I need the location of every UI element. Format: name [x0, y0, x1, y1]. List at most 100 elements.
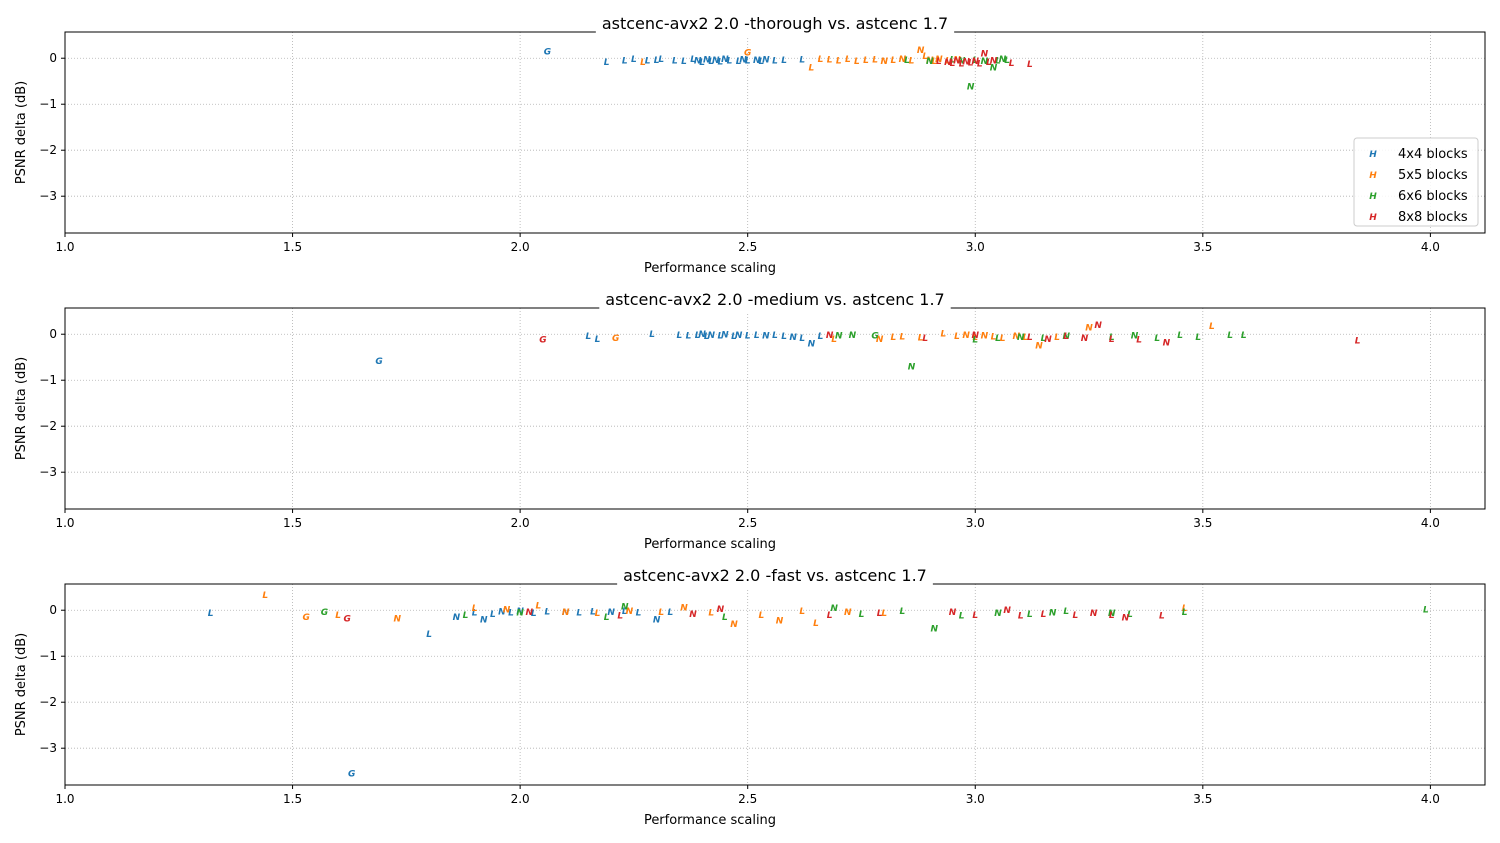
data-point: L — [836, 57, 842, 67]
legend-label: 8x8 blocks — [1398, 210, 1468, 225]
data-point: L — [1159, 612, 1165, 622]
data-point: L — [736, 57, 742, 67]
x-tick-label: 2.0 — [511, 240, 530, 254]
data-point: N — [393, 614, 401, 624]
data-point: L — [658, 608, 664, 618]
data-point: N — [981, 50, 989, 60]
data-point: L — [1423, 605, 1429, 615]
data-point: N — [1090, 609, 1098, 619]
data-point: L — [708, 609, 714, 619]
data-point: G — [321, 608, 328, 618]
data-point: L — [1109, 611, 1115, 621]
data-point: N — [694, 57, 702, 67]
data-point: L — [995, 334, 1001, 344]
data-point: L — [1154, 334, 1160, 344]
data-point: G — [539, 336, 546, 346]
data-point: L — [900, 607, 906, 617]
legend-label: 4x4 blocks — [1398, 147, 1468, 162]
data-point: N — [1035, 342, 1043, 352]
data-point: N — [653, 615, 661, 625]
series-8x8: G N L N L N L NNL L N L — [539, 321, 1360, 348]
series-6x6: N N GNL L N L N L N L L L L L — [835, 331, 1247, 372]
data-point: L — [1027, 610, 1033, 620]
data-point: N — [626, 607, 634, 617]
data-point: L — [681, 57, 687, 67]
data-point: N — [944, 58, 952, 68]
x-tick-label: 3.5 — [1193, 516, 1212, 530]
data-point: L — [959, 60, 965, 70]
data-point: N — [680, 603, 688, 613]
data-point: N — [525, 608, 533, 618]
data-point: N — [607, 608, 615, 618]
y-tick-label: −3 — [39, 465, 57, 479]
data-point: G — [544, 47, 551, 57]
data-point: L — [649, 330, 655, 340]
data-point: L — [1063, 332, 1069, 342]
data-point: L — [799, 607, 805, 617]
data-point: L — [1073, 611, 1079, 621]
data-point: L — [813, 619, 819, 629]
data-point: N — [808, 339, 816, 349]
data-point: N — [999, 55, 1007, 65]
data-point: N — [762, 332, 770, 342]
data-point: L — [1182, 608, 1188, 618]
data-point: L — [809, 63, 815, 73]
legend-marker: H — [1369, 171, 1377, 181]
data-point: L — [622, 607, 628, 617]
data-point: N — [949, 608, 957, 618]
data-point: L — [772, 57, 778, 67]
data-point: N — [981, 57, 989, 67]
data-point: L — [977, 59, 983, 69]
data-point: L — [1227, 331, 1233, 341]
data-point: L — [1109, 333, 1115, 343]
x-tick-label: 2.5 — [738, 516, 757, 530]
data-point: N — [835, 332, 843, 342]
data-point: L — [208, 609, 214, 619]
data-point: L — [945, 57, 951, 67]
data-point: N — [899, 55, 907, 65]
data-point: L — [667, 608, 673, 618]
data-point: L — [604, 58, 610, 68]
data-point: L — [1041, 610, 1047, 620]
data-point: L — [1209, 322, 1215, 332]
data-point: N — [562, 608, 570, 618]
data-point: L — [545, 608, 551, 618]
data-point: L — [745, 332, 751, 342]
data-point: L — [590, 608, 596, 618]
data-point: N — [971, 57, 979, 67]
data-point: L — [690, 55, 696, 65]
data-point: L — [731, 332, 737, 342]
data-point: N — [931, 625, 939, 635]
data-point: L — [922, 52, 928, 62]
data-point: N — [967, 83, 975, 93]
data-point: N — [762, 56, 770, 66]
data-point: N — [776, 616, 784, 626]
x-tick-label: 3.0 — [966, 240, 985, 254]
data-point: L — [950, 56, 956, 66]
data-point: L — [1195, 333, 1201, 343]
data-point: L — [1127, 610, 1133, 620]
data-point: N — [516, 609, 524, 619]
data-point: N — [503, 605, 511, 615]
data-point: N — [1081, 334, 1089, 344]
data-point: L — [604, 613, 610, 623]
data-point: L — [904, 56, 910, 66]
y-axis-label: PSNR delta (dB) — [14, 81, 29, 184]
data-point: L — [1018, 612, 1024, 622]
data-point: L — [658, 55, 664, 65]
data-point: L — [781, 332, 787, 342]
data-point: L — [991, 333, 997, 343]
data-point: L — [1004, 56, 1010, 66]
data-point: N — [516, 607, 524, 617]
data-point: G — [744, 49, 751, 59]
data-point: L — [508, 609, 514, 619]
data-point: N — [880, 57, 888, 67]
data-point: L — [1009, 59, 1015, 69]
data-point: N — [1003, 606, 1011, 616]
data-point: L — [1241, 331, 1247, 341]
data-point: L — [954, 332, 960, 342]
data-point: N — [453, 613, 461, 623]
data-point: L — [718, 332, 724, 342]
